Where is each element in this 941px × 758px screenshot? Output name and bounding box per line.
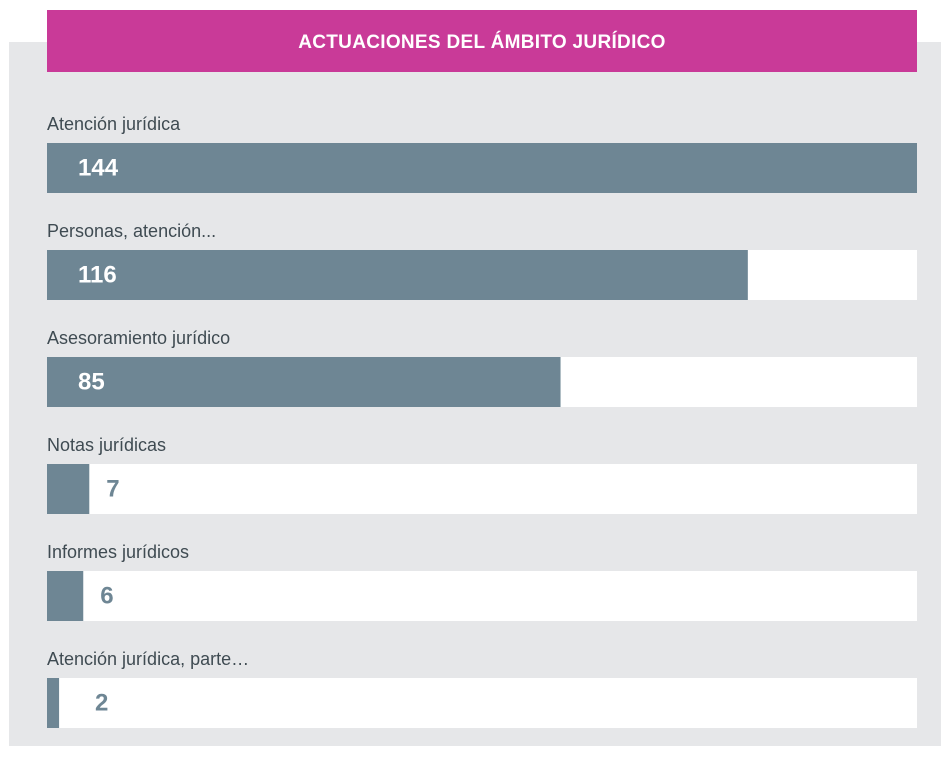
chart-title: ACTUACIONES DEL ÁMBITO JURÍDICO xyxy=(298,31,666,53)
bar-track xyxy=(47,464,917,514)
bar xyxy=(47,250,748,300)
bar xyxy=(47,464,90,514)
category-label: Asesoramiento jurídico xyxy=(47,328,230,348)
bar-track xyxy=(47,571,917,621)
category-label: Informes jurídicos xyxy=(47,542,189,562)
bar xyxy=(47,357,561,407)
category-label: Atención jurídica xyxy=(47,114,181,134)
value-label: 85 xyxy=(78,368,105,395)
bar xyxy=(47,678,60,728)
bar xyxy=(47,143,917,193)
value-label: 6 xyxy=(100,582,113,609)
category-label: Personas, atención... xyxy=(47,221,216,241)
value-label: 2 xyxy=(95,689,108,716)
value-label: 7 xyxy=(106,475,119,502)
category-label: Notas jurídicas xyxy=(47,435,166,455)
category-label: Atención jurídica, parte… xyxy=(47,649,249,669)
header xyxy=(47,10,917,72)
bar xyxy=(47,571,84,621)
value-label: 144 xyxy=(78,154,119,181)
value-label: 116 xyxy=(78,261,117,288)
bar-track xyxy=(47,678,917,728)
